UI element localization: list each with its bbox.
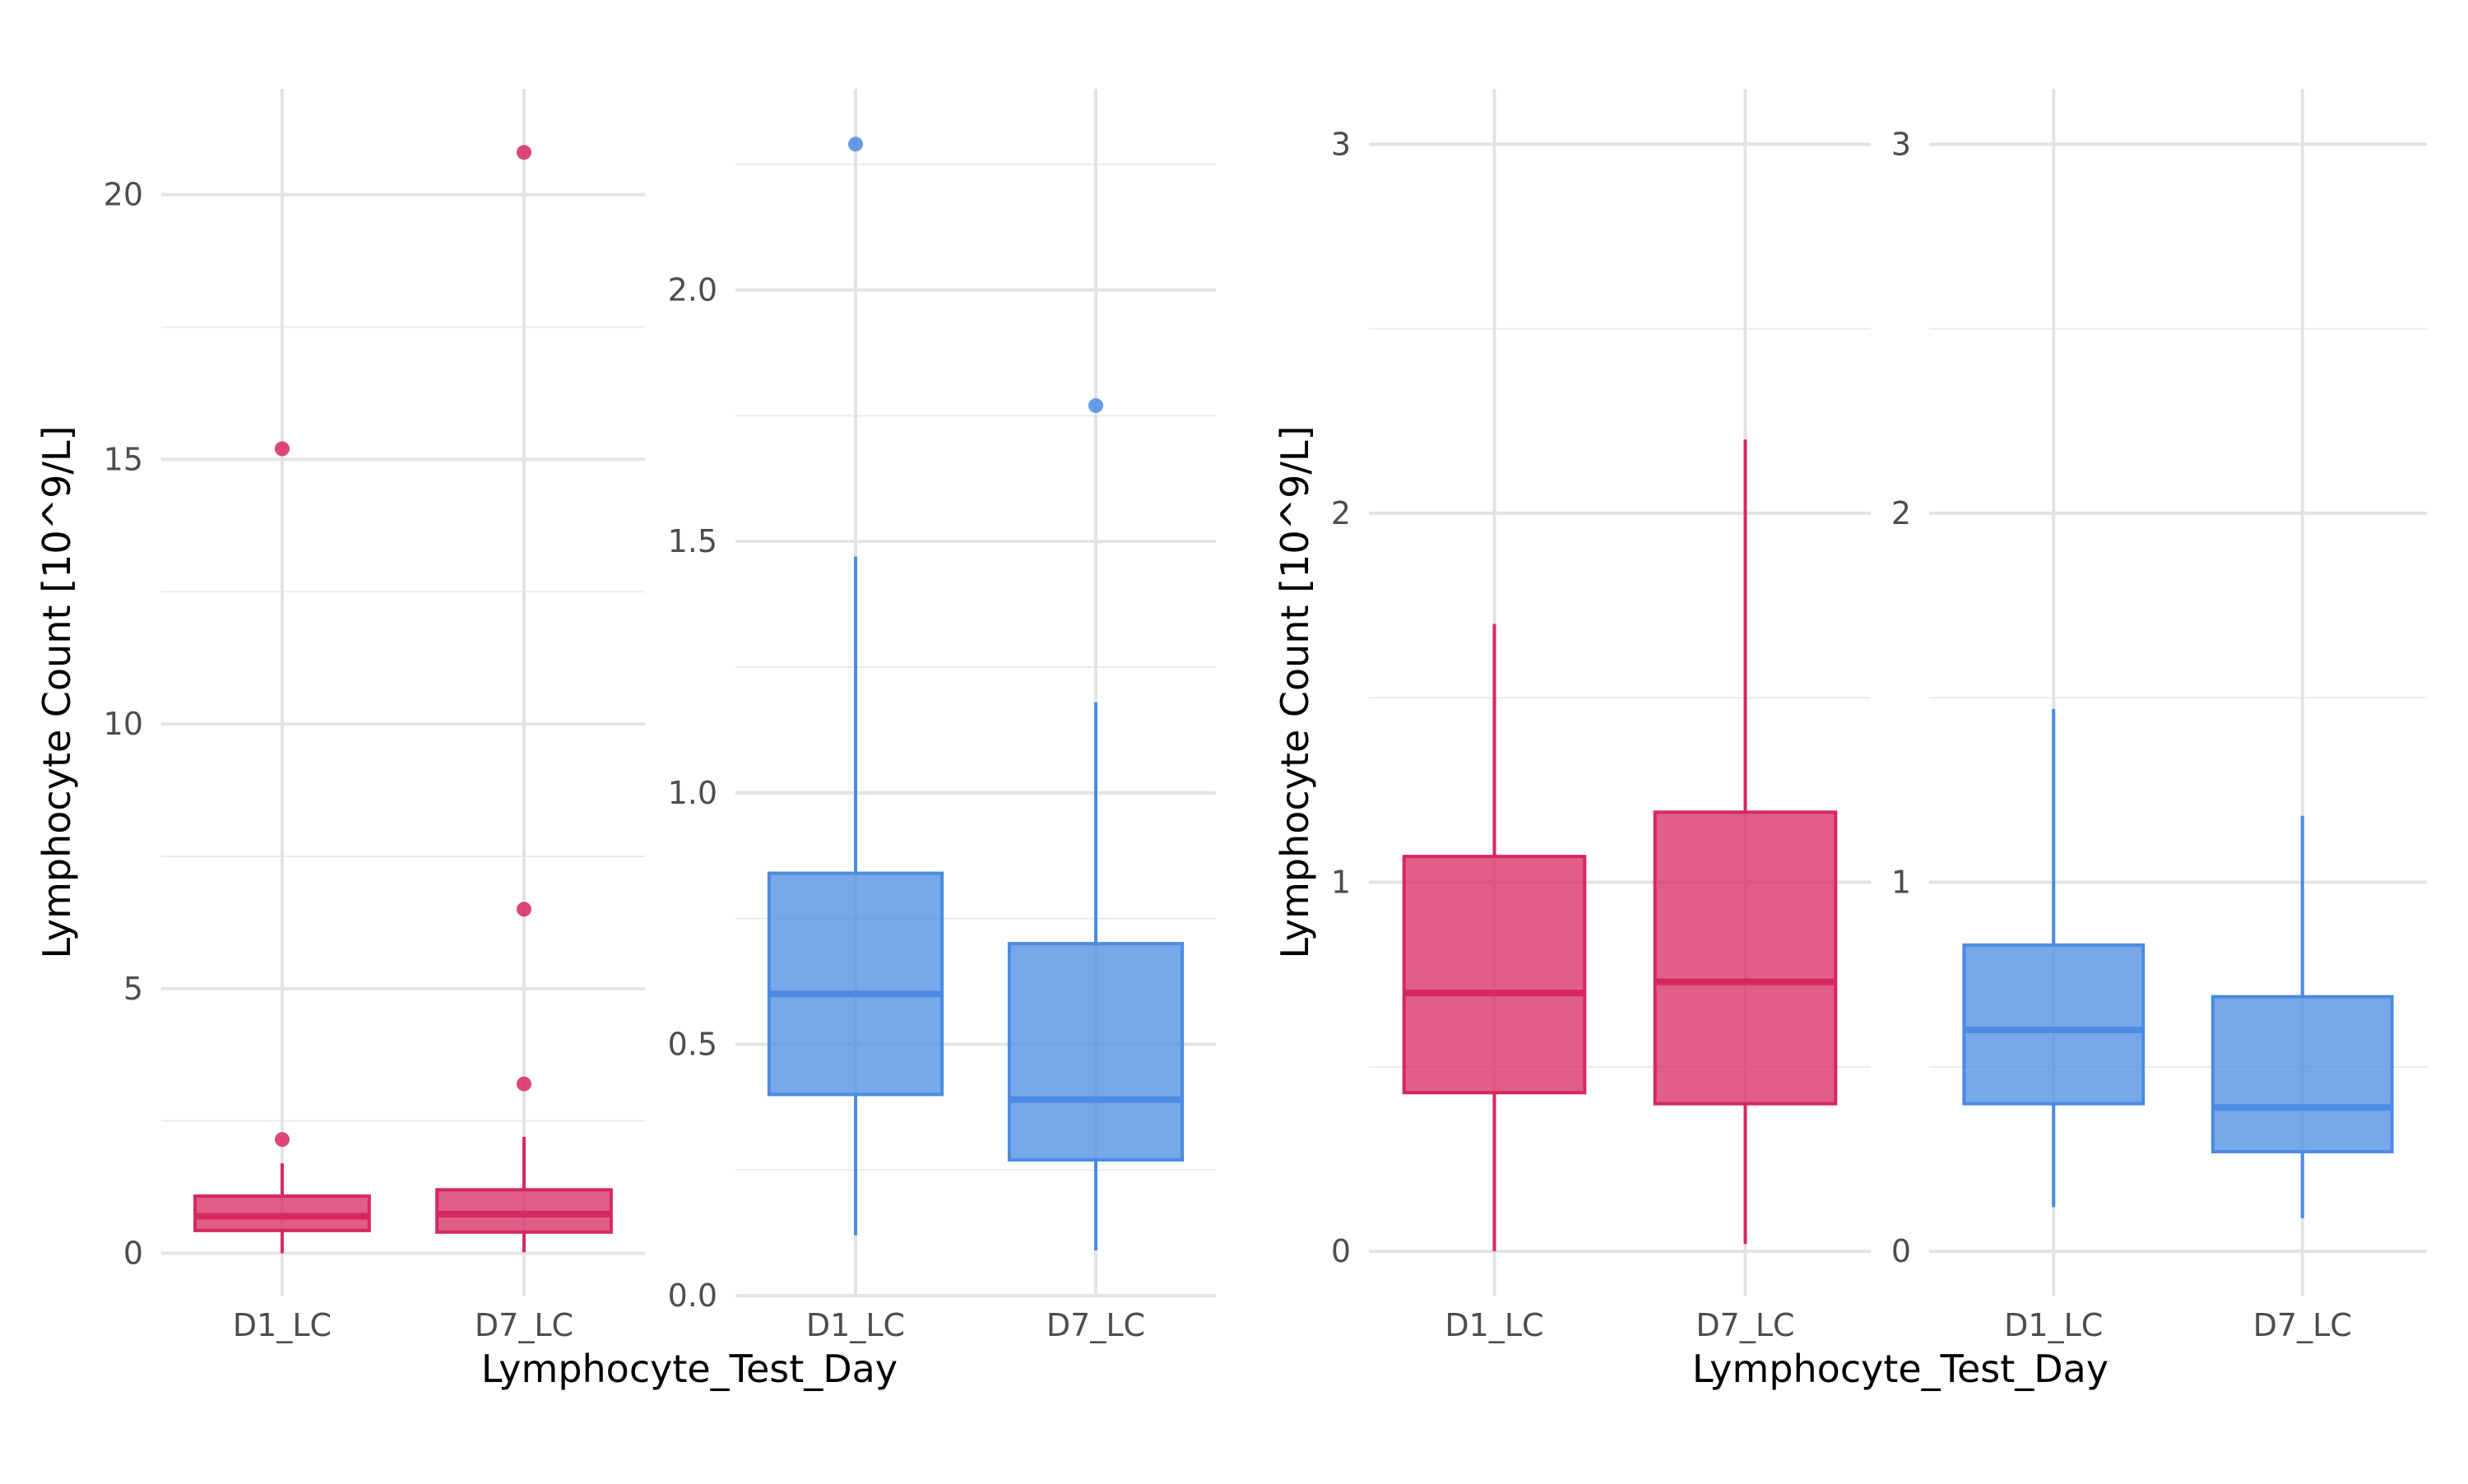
- outlier-point: [517, 1076, 531, 1092]
- box-iqr: [1962, 943, 2146, 1106]
- y-tick-label: 20: [104, 177, 143, 213]
- x-tick-label: D7_LC: [1046, 1307, 1145, 1343]
- y-tick-label: 5: [123, 971, 143, 1007]
- outlier-point: [275, 441, 290, 457]
- y-tick-label: 2: [1891, 495, 1911, 531]
- outlier-point: [275, 1132, 290, 1148]
- chart-panel-2: 0.0 0.5 1.0 1.5 2.0 D1_LC D7_LC: [668, 89, 1216, 1343]
- x-axis-title: Lymphocyte_Test_Day: [1692, 1347, 2108, 1391]
- box-iqr: [2211, 995, 2394, 1154]
- x-tick-label: D1_LC: [806, 1307, 905, 1343]
- y-tick-label: 0.0: [668, 1278, 717, 1314]
- y-tick-label: 1: [1891, 865, 1911, 901]
- outlier-point: [517, 902, 531, 917]
- y-tick-label: 15: [104, 441, 143, 477]
- outlier-point: [848, 137, 863, 152]
- y-tick-label: 2.0: [668, 272, 717, 308]
- x-tick-label: D7_LC: [2253, 1307, 2352, 1343]
- y-tick-label: 1: [1331, 865, 1351, 901]
- y-tick-label: 0.5: [668, 1026, 717, 1062]
- x-tick-label: D1_LC: [2004, 1307, 2103, 1343]
- chart-panel-4: 0 1 2 3 D1_LC D7_LC: [1891, 89, 2427, 1343]
- y-tick-label: 3: [1331, 126, 1351, 162]
- y-tick-label: 10: [104, 706, 143, 742]
- box-iqr: [1402, 855, 1587, 1095]
- x-tick-label: D1_LC: [1445, 1307, 1543, 1343]
- y-axis-title: Lymphocyte Count [10^9/L]: [1273, 426, 1317, 959]
- outlier-point: [1088, 398, 1103, 414]
- y-tick-label: 0: [1891, 1233, 1911, 1269]
- y-tick-label: 0: [123, 1236, 143, 1272]
- y-axis-title: Lymphocyte Count [10^9/L]: [35, 426, 79, 959]
- y-tick-label: 1.5: [668, 523, 717, 559]
- outlier-point: [517, 145, 531, 160]
- box-iqr: [1653, 810, 1838, 1106]
- y-tick-label: 2: [1331, 495, 1351, 531]
- y-tick-label: 0: [1331, 1233, 1351, 1269]
- x-tick-label: D1_LC: [233, 1307, 332, 1343]
- chart-panel-3: 0 1 2 3 D1_LC D7_LC Lymphocyte Count [10^9/L]: [1273, 89, 1871, 1343]
- x-axis-title: Lymphocyte_Test_Day: [481, 1347, 898, 1391]
- y-tick-label: 3: [1891, 126, 1911, 162]
- box-iqr: [767, 871, 944, 1097]
- x-tick-label: D7_LC: [1696, 1307, 1794, 1343]
- chart-panel-1: 0 5 10 15 20 D1_LC D7_LC Lymphocyte Count [10^9…: [35, 89, 645, 1343]
- x-tick-label: D7_LC: [475, 1307, 573, 1343]
- box-iqr: [1007, 942, 1185, 1162]
- y-tick-label: 1.0: [668, 775, 717, 811]
